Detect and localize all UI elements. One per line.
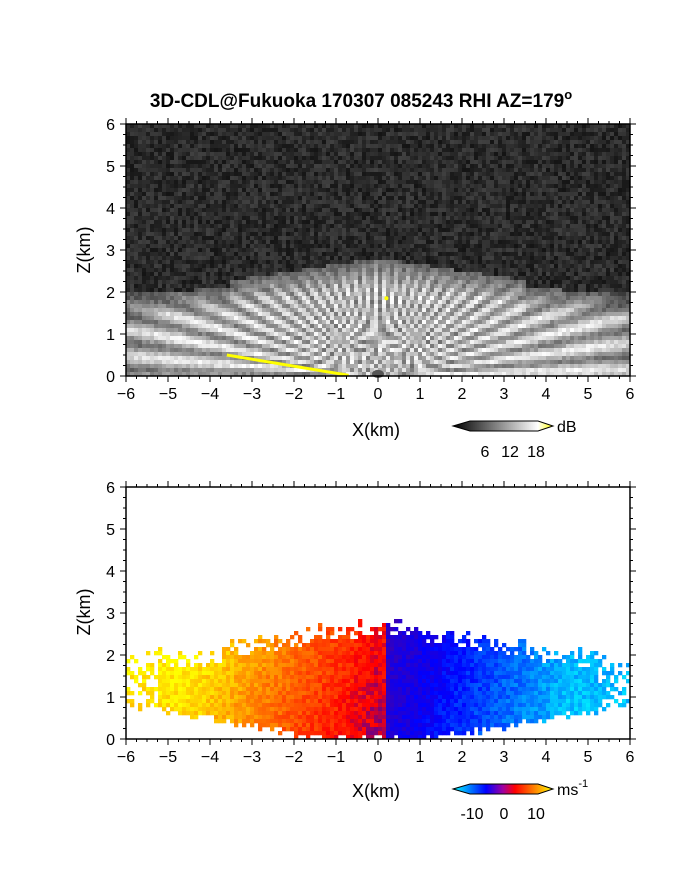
y-tick-label: 4 (106, 564, 115, 581)
velocity-axes: −6 −5 −4 −3 −2 −1 0 1 2 3 4 5 6 0 1 2 3 4 5 6 (106, 480, 636, 766)
x-tick-label: 3 (500, 386, 509, 403)
velocity-x-axis-label: X(km) (352, 781, 400, 801)
x-tick-label: 2 (458, 749, 467, 766)
y-tick-label: 2 (106, 285, 115, 302)
intensity-colorbar-tick: 12 (501, 444, 519, 461)
intensity-panel: −6 −5 −4 −3 −2 −1 0 1 2 3 4 5 6 0 1 2 3 4 5 6 (106, 117, 636, 403)
x-tick-label: 6 (626, 749, 635, 766)
x-tick-label: 4 (542, 386, 551, 403)
x-tick-label: 5 (584, 386, 593, 403)
intensity-colorbar-tick: 6 (481, 444, 490, 461)
velocity-colorbar-tick: 0 (500, 806, 509, 823)
y-tick-label: 3 (106, 606, 115, 623)
x-tick-label: −3 (243, 749, 261, 766)
y-tick-label: 6 (106, 117, 115, 134)
x-tick-label: −3 (243, 386, 261, 403)
x-tick-label: −5 (159, 749, 177, 766)
y-tick-label: 5 (106, 522, 115, 539)
y-tick-label: 3 (106, 243, 115, 260)
velocity-panel: −6 −5 −4 −3 −2 −1 0 1 2 3 4 5 6 0 1 2 3 4 5 6 (106, 480, 636, 766)
velocity-heatmap (126, 619, 631, 740)
y-tick-label: 6 (106, 480, 115, 497)
y-tick-label: 4 (106, 201, 115, 218)
y-tick-label: 2 (106, 648, 115, 665)
intensity-y-axis-label: Z(km) (74, 227, 94, 274)
x-tick-label: −6 (117, 749, 135, 766)
x-tick-label: 0 (374, 749, 383, 766)
y-tick-label: 1 (106, 327, 115, 344)
x-tick-label: −4 (201, 386, 219, 403)
x-tick-label: −2 (285, 749, 303, 766)
x-tick-label: 6 (626, 386, 635, 403)
x-tick-label: −6 (117, 386, 135, 403)
x-tick-label: −5 (159, 386, 177, 403)
intensity-axes: −6 −5 −4 −3 −2 −1 0 1 2 3 4 5 6 0 1 2 3 4 5 6 (106, 117, 636, 403)
x-tick-label: 2 (458, 386, 467, 403)
x-tick-label: −1 (327, 749, 345, 766)
y-tick-label: 5 (106, 159, 115, 176)
x-tick-label: 1 (416, 749, 425, 766)
chart-title: 3D-CDL@Fukuoka 170307 085243 RHI AZ=179o (150, 87, 572, 112)
velocity-colorbar-unit: ms-1 (557, 778, 588, 799)
ground-clutter (226, 353, 349, 377)
y-tick-label: 0 (106, 369, 115, 386)
intensity-heatmap (126, 124, 631, 378)
intensity-colorbar: dB 6 12 18 (451, 419, 577, 461)
y-tick-label: 0 (106, 732, 115, 749)
x-tick-label: −1 (327, 386, 345, 403)
x-tick-label: 3 (500, 749, 509, 766)
x-tick-label: 0 (374, 386, 383, 403)
x-tick-label: −4 (201, 749, 219, 766)
velocity-y-axis-label: Z(km) (74, 589, 94, 636)
y-tick-label: 1 (106, 690, 115, 707)
x-tick-label: −2 (285, 386, 303, 403)
velocity-colorbar-tick: 10 (527, 806, 545, 823)
x-tick-label: 1 (416, 386, 425, 403)
intensity-colorbar-unit: dB (557, 419, 577, 436)
intensity-x-axis-label: X(km) (352, 420, 400, 440)
velocity-colorbar: ms-1 -10 0 10 (451, 778, 588, 823)
x-tick-label: 5 (584, 749, 593, 766)
x-tick-label: 4 (542, 749, 551, 766)
intensity-colorbar-tick: 18 (527, 444, 545, 461)
velocity-colorbar-tick: -10 (460, 806, 483, 823)
